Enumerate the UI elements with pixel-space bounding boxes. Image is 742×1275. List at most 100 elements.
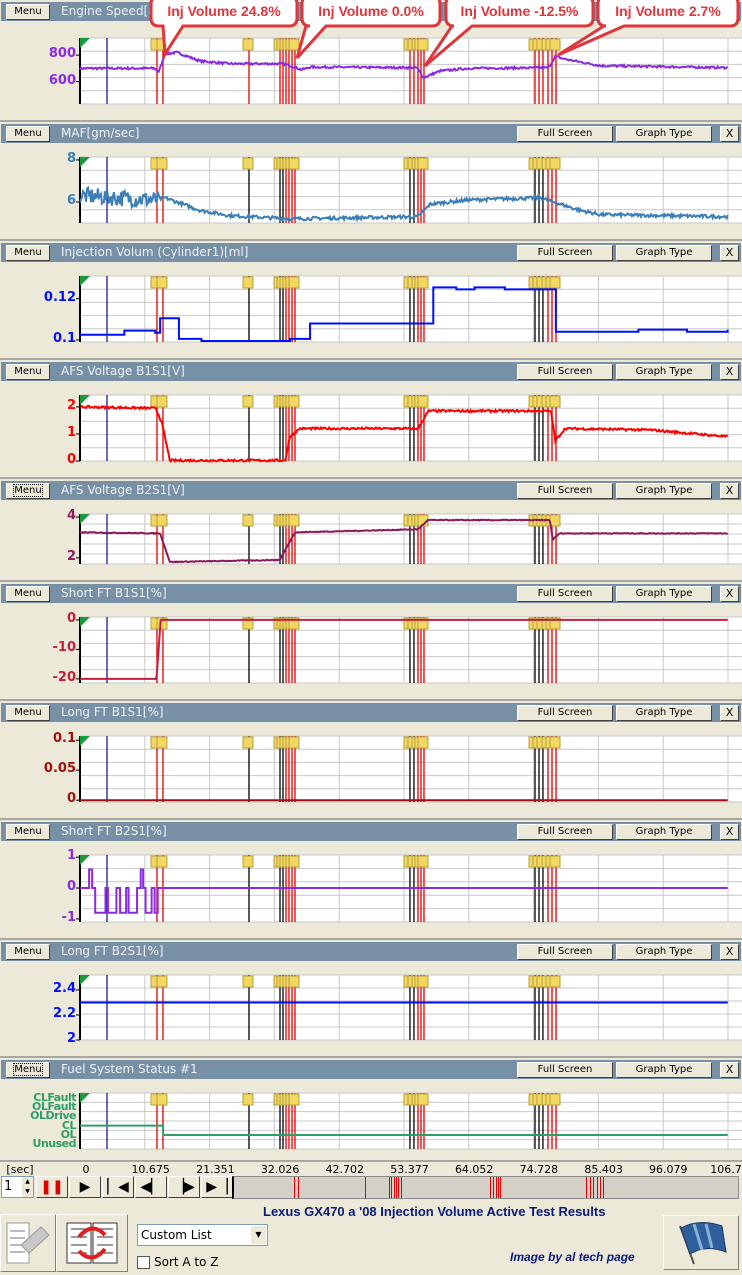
full-screen-button[interactable]: Full Screen [517, 705, 613, 721]
full-screen-button[interactable]: Full Screen [517, 824, 613, 840]
menu-label: Menu [14, 6, 42, 17]
panel-title-short-ft-b2s1: Short FT B2S1[%] [61, 824, 167, 838]
close-panel-button[interactable]: X [720, 126, 739, 142]
plot-area[interactable] [0, 479, 742, 582]
event-folder-icon [242, 157, 254, 170]
graph-type-button[interactable]: Graph Type [616, 1062, 712, 1078]
menu-button[interactable]: Menu [6, 705, 50, 721]
plot-area[interactable] [0, 582, 742, 701]
speed-spinner[interactable]: 1 ▲ ▼ [1, 1176, 34, 1198]
plot-area[interactable] [0, 122, 742, 241]
y-tick-label: 2 [66, 1031, 76, 1046]
list-select[interactable]: Custom List ▼ [137, 1224, 268, 1246]
graph-type-button[interactable]: Graph Type [616, 944, 712, 960]
graph-type-button[interactable]: Graph Type [616, 824, 712, 840]
menu-button[interactable]: Menu [6, 364, 50, 380]
go-end-button[interactable]: ▶▕ [201, 1176, 233, 1198]
series-line [79, 404, 729, 464]
plot-area[interactable] [0, 1058, 742, 1162]
plot-area[interactable] [0, 701, 742, 820]
panel-header: Menu Injection Volum (Cylinder1)[ml] Full… [1, 243, 741, 262]
menu-button[interactable]: Menu [6, 483, 50, 499]
swap-list-button[interactable] [56, 1214, 128, 1272]
event-folder-icon [288, 1093, 300, 1106]
full-screen-button[interactable]: Full Screen [517, 364, 613, 380]
graph-type-button[interactable]: Graph Type [616, 705, 712, 721]
graph-type-button[interactable]: Graph Type [616, 245, 712, 261]
callout-label: Inj Volume 2.7% [615, 3, 721, 19]
plot-area[interactable] [0, 360, 742, 479]
full-screen-button[interactable]: Full Screen [517, 483, 613, 499]
plot-area[interactable] [0, 820, 742, 940]
time-tick-label: 0 [82, 1163, 90, 1176]
event-folder-icon [549, 736, 561, 749]
event-folder-icon [242, 617, 254, 630]
event-folder-icon [156, 736, 168, 749]
menu-button[interactable]: Menu [6, 126, 50, 142]
y-tick-label: 1 [66, 424, 76, 440]
menu-button[interactable]: Menu [6, 1062, 50, 1078]
play-icon: ▶ [79, 1179, 91, 1195]
status-category-label: OL [60, 1128, 77, 1141]
callout-label: Inj Volume 0.0% [318, 3, 424, 19]
scrollbar-event-marker [364, 1177, 366, 1198]
close-panel-button[interactable]: X [720, 586, 739, 602]
timeline-scrollbar[interactable] [232, 1176, 739, 1199]
full-screen-button[interactable]: Full Screen [517, 1062, 613, 1078]
step-forward-icon: ▕▶ [173, 1179, 195, 1195]
time-tick-label: 42.702 [325, 1163, 365, 1176]
full-screen-button[interactable]: Full Screen [517, 586, 613, 602]
menu-button[interactable]: Menu [6, 4, 50, 20]
graph-panel: Menu Short FT B1S1[%] Full Screen Graph T… [0, 582, 742, 701]
time-unit-label: [sec] [6, 1163, 34, 1176]
full-screen-button[interactable]: Full Screen [517, 126, 613, 142]
close-panel-button[interactable]: X [720, 483, 739, 499]
play-button[interactable]: ▶ [69, 1176, 101, 1198]
event-folder-icon [156, 514, 168, 527]
plot-area[interactable] [0, 940, 742, 1058]
event-folder-icon [156, 1093, 168, 1106]
series-line [80, 618, 728, 680]
start-flag-icon [80, 38, 90, 48]
close-panel-button[interactable]: X [720, 1062, 739, 1078]
skip-end-icon: ▶▕ [206, 1179, 228, 1195]
step-forward-button[interactable]: ▕▶ [168, 1176, 200, 1198]
full-screen-button[interactable]: Full Screen [517, 944, 613, 960]
close-panel-button[interactable]: X [720, 245, 739, 261]
graph-type-button[interactable]: Graph Type [616, 483, 712, 499]
menu-button[interactable]: Menu [6, 586, 50, 602]
graph-type-button[interactable]: Graph Type [616, 586, 712, 602]
close-panel-button[interactable]: X [720, 705, 739, 721]
plot-area[interactable] [0, 0, 742, 122]
pause-button[interactable]: ❚❚ [36, 1176, 68, 1198]
y-tick-label: 0.1 [52, 731, 76, 747]
menu-button[interactable]: Menu [6, 944, 50, 960]
scrollbar-event-marker [602, 1177, 604, 1198]
full-screen-button[interactable]: Full Screen [517, 245, 613, 261]
menu-label: Menu [14, 707, 42, 718]
menu-button[interactable]: Menu [6, 824, 50, 840]
menu-label: Menu [14, 946, 42, 957]
menu-button[interactable]: Menu [6, 245, 50, 261]
y-tick-label: -20 [52, 669, 77, 685]
start-flag-icon [80, 855, 90, 865]
flag-button[interactable] [663, 1215, 739, 1270]
scrollbar-event-marker [393, 1177, 395, 1198]
sort-checkbox[interactable] [137, 1256, 150, 1269]
step-back-button[interactable]: ◀▏ [135, 1176, 167, 1198]
time-tick-label: 21.351 [196, 1163, 235, 1176]
y-tick-label: 800 [48, 46, 76, 62]
go-start-button[interactable]: ▏◀ [102, 1176, 134, 1198]
y-tick-label: 2 [66, 397, 76, 413]
series-line [80, 868, 728, 914]
graph-type-button[interactable]: Graph Type [616, 364, 712, 380]
tool-button[interactable] [0, 1214, 56, 1272]
close-panel-button[interactable]: X [720, 944, 739, 960]
close-panel-button[interactable]: X [720, 824, 739, 840]
status-category-label: CL [61, 1118, 77, 1132]
y-tick-label: 8 [66, 150, 76, 166]
graph-type-button[interactable]: Graph Type [616, 126, 712, 142]
close-panel-button[interactable]: X [720, 364, 739, 380]
plot-area[interactable] [0, 241, 742, 360]
event-folder-icon [288, 395, 300, 408]
